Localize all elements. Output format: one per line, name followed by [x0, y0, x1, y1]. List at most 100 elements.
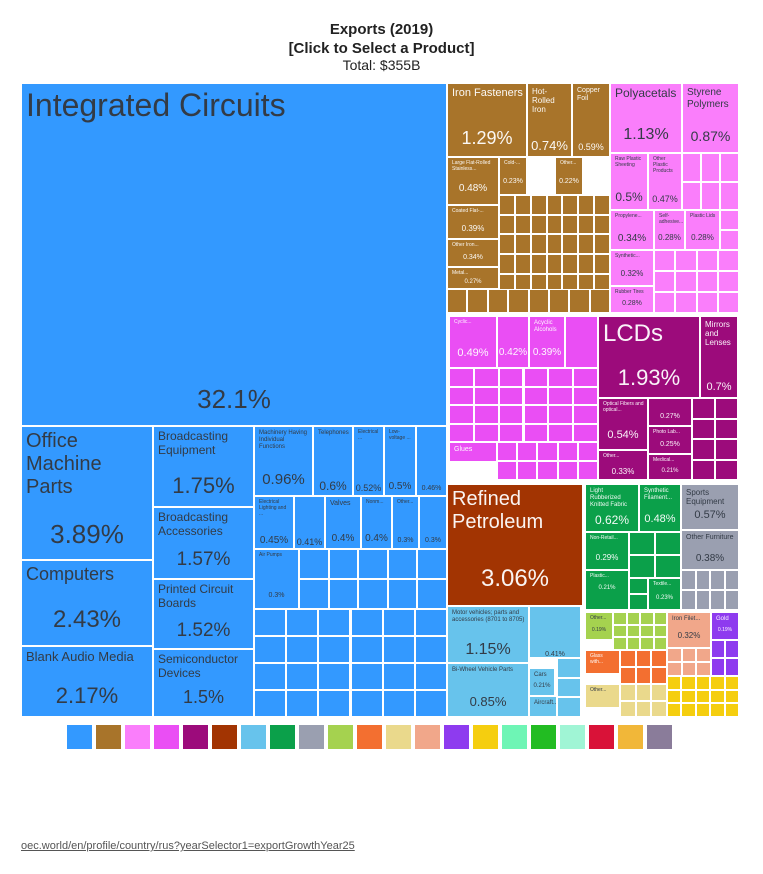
tile-office-machine-parts[interactable]: Office Machine Parts 3.89% [21, 426, 153, 560]
electronics-minor-cell[interactable] [328, 579, 359, 609]
chemicals-minor-cell[interactable] [577, 442, 598, 461]
metals-minor-cell[interactable] [594, 214, 610, 235]
legend-swatch[interactable] [502, 725, 527, 749]
chemicals-minor-cell[interactable] [449, 423, 474, 442]
tile-optical-fibers-and-optical[interactable]: Optical Fibers and optical... 0.54% [598, 398, 648, 450]
electronics-minor-cell[interactable] [382, 690, 415, 717]
legend-swatch[interactable] [299, 725, 324, 749]
tile-valves[interactable]: Valves 0.4% [325, 496, 361, 549]
electronics-minor-cell[interactable] [318, 636, 351, 663]
chemicals-minor-cell[interactable] [573, 405, 598, 424]
legend-swatch[interactable] [444, 725, 469, 749]
plastics-minor-cell[interactable] [717, 250, 739, 271]
tile-chem2[interactable]: 0.42% [497, 316, 529, 368]
metals-minor-cell[interactable] [514, 195, 531, 215]
legend-swatch[interactable] [357, 725, 382, 749]
foodstuff-minor-cell[interactable] [724, 676, 739, 690]
plastics-minor-cell[interactable] [696, 271, 718, 292]
tile-photo-lab[interactable]: Photo Lab... 0.25% [648, 426, 692, 454]
electronics-minor-cell[interactable] [350, 609, 383, 636]
chemicals-minor-cell[interactable] [517, 461, 538, 480]
misc-minor-cell[interactable] [710, 570, 725, 590]
vegetable-minor-cell[interactable] [640, 624, 654, 638]
metals-minor-cell[interactable] [589, 289, 610, 313]
plastics-minor-cell[interactable] [654, 292, 676, 313]
electronics-minor-cell[interactable] [286, 663, 319, 690]
electronics-minor-cell[interactable] [414, 690, 447, 717]
electronics-minor-cell[interactable] [254, 663, 287, 690]
food-minor-cell[interactable] [620, 700, 636, 717]
metals-minor-cell[interactable] [578, 254, 595, 274]
plastics-minor-cell[interactable] [720, 210, 739, 230]
chemicals-minor-cell[interactable] [498, 368, 524, 387]
tile-other[interactable]: Other... 0.19% [585, 612, 613, 640]
tile-blue1[interactable]: 0.46% [416, 426, 447, 496]
tile-low-voltage[interactable]: Low-voltage ... 0.5% [384, 426, 416, 496]
metals-minor-cell[interactable] [528, 289, 549, 313]
plastics-minor-cell[interactable] [696, 292, 718, 313]
electronics-minor-cell[interactable] [286, 636, 319, 663]
tile-polyacetals[interactable]: Polyacetals 1.13% [610, 83, 682, 153]
tile-medical[interactable]: Medical... 0.21% [648, 454, 692, 480]
chemicals-minor-cell[interactable] [498, 386, 524, 405]
tile-cars[interactable]: Cars 0.21% [529, 668, 555, 696]
tile-gold[interactable]: Gold 0.19% [711, 612, 739, 640]
foodstuff-minor-cell[interactable] [667, 689, 682, 704]
electronics-minor-cell[interactable] [387, 579, 418, 609]
chemicals-minor-cell[interactable] [473, 423, 499, 442]
precious-minor-cell[interactable] [725, 658, 739, 676]
vegetable-minor-cell[interactable] [626, 624, 640, 638]
tile-electrical-lighting-and[interactable]: Electrical Lighting and ... 0.45% [254, 496, 294, 549]
chemicals-minor-cell[interactable] [557, 461, 578, 480]
animal-minor-cell[interactable] [681, 648, 697, 662]
chemicals-minor-cell[interactable] [523, 368, 549, 387]
chemicals-minor-cell[interactable] [548, 405, 574, 424]
chemicals-minor-cell[interactable] [573, 423, 598, 442]
stone-minor-cell[interactable] [635, 650, 652, 667]
chemicals-minor-cell[interactable] [523, 423, 549, 442]
instruments-minor-cell[interactable] [692, 439, 715, 460]
foodstuff-minor-cell[interactable] [710, 689, 725, 704]
electronics-minor-cell[interactable] [350, 636, 383, 663]
tile-propylene[interactable]: Propylene... 0.34% [610, 210, 654, 250]
metals-minor-cell[interactable] [546, 214, 563, 235]
instruments-minor-cell[interactable] [692, 459, 715, 480]
vegetable-minor-cell[interactable] [626, 612, 640, 625]
chemicals-minor-cell[interactable] [498, 423, 524, 442]
foodstuff-minor-cell[interactable] [710, 676, 725, 690]
metals-minor-cell[interactable] [546, 234, 563, 254]
vegetable-minor-cell[interactable] [613, 637, 627, 650]
chemicals-minor-cell[interactable] [523, 386, 549, 405]
metals-minor-cell[interactable] [578, 195, 595, 215]
select-product-link[interactable]: [Click to Select a Product] [288, 40, 475, 57]
tile-textile[interactable]: Textile... 0.23% [648, 578, 681, 610]
instruments-minor-cell[interactable] [715, 439, 738, 460]
electronics-minor-cell[interactable] [254, 609, 287, 636]
vegetable-minor-cell[interactable] [653, 624, 667, 638]
tile-light-rubberized-knitted-fabric[interactable]: Light Rubberized Knitted Fabric 0.62% [585, 484, 639, 532]
chemicals-minor-cell[interactable] [548, 423, 574, 442]
textiles-minor-cell[interactable] [655, 555, 681, 578]
chemicals-minor-cell[interactable] [573, 386, 598, 405]
metals-minor-cell[interactable] [514, 234, 531, 254]
tile-acyclic-alcohols[interactable]: Acyclic Alcohols 0.39% [529, 316, 565, 368]
tile-cyclic[interactable]: Cyclic... 0.49% [449, 316, 497, 368]
legend-swatch[interactable] [589, 725, 614, 749]
electronics-minor-cell[interactable] [299, 579, 329, 609]
metals-minor-cell[interactable] [594, 254, 610, 274]
precious-minor-cell[interactable] [711, 658, 725, 676]
metals-minor-cell[interactable] [467, 289, 488, 313]
electronics-minor-cell[interactable] [254, 636, 287, 663]
vehicles-minor-cell[interactable] [557, 658, 581, 678]
precious-minor-cell[interactable] [725, 640, 739, 658]
metals-minor-cell[interactable] [508, 289, 529, 313]
plastics-minor-cell[interactable] [717, 271, 739, 292]
electronics-minor-cell[interactable] [299, 549, 329, 579]
tile-refined-petroleum[interactable]: Refined Petroleum 3.06% [447, 484, 583, 606]
metals-minor-cell[interactable] [578, 234, 595, 254]
tile-bi-wheel-vehicle-parts[interactable]: Bi-Wheel Vehicle Parts 0.85% [447, 663, 529, 717]
tile-other[interactable]: Other... [585, 684, 620, 708]
electronics-minor-cell[interactable] [328, 549, 359, 579]
electronics-minor-cell[interactable] [286, 609, 319, 636]
legend-swatch[interactable] [96, 725, 121, 749]
